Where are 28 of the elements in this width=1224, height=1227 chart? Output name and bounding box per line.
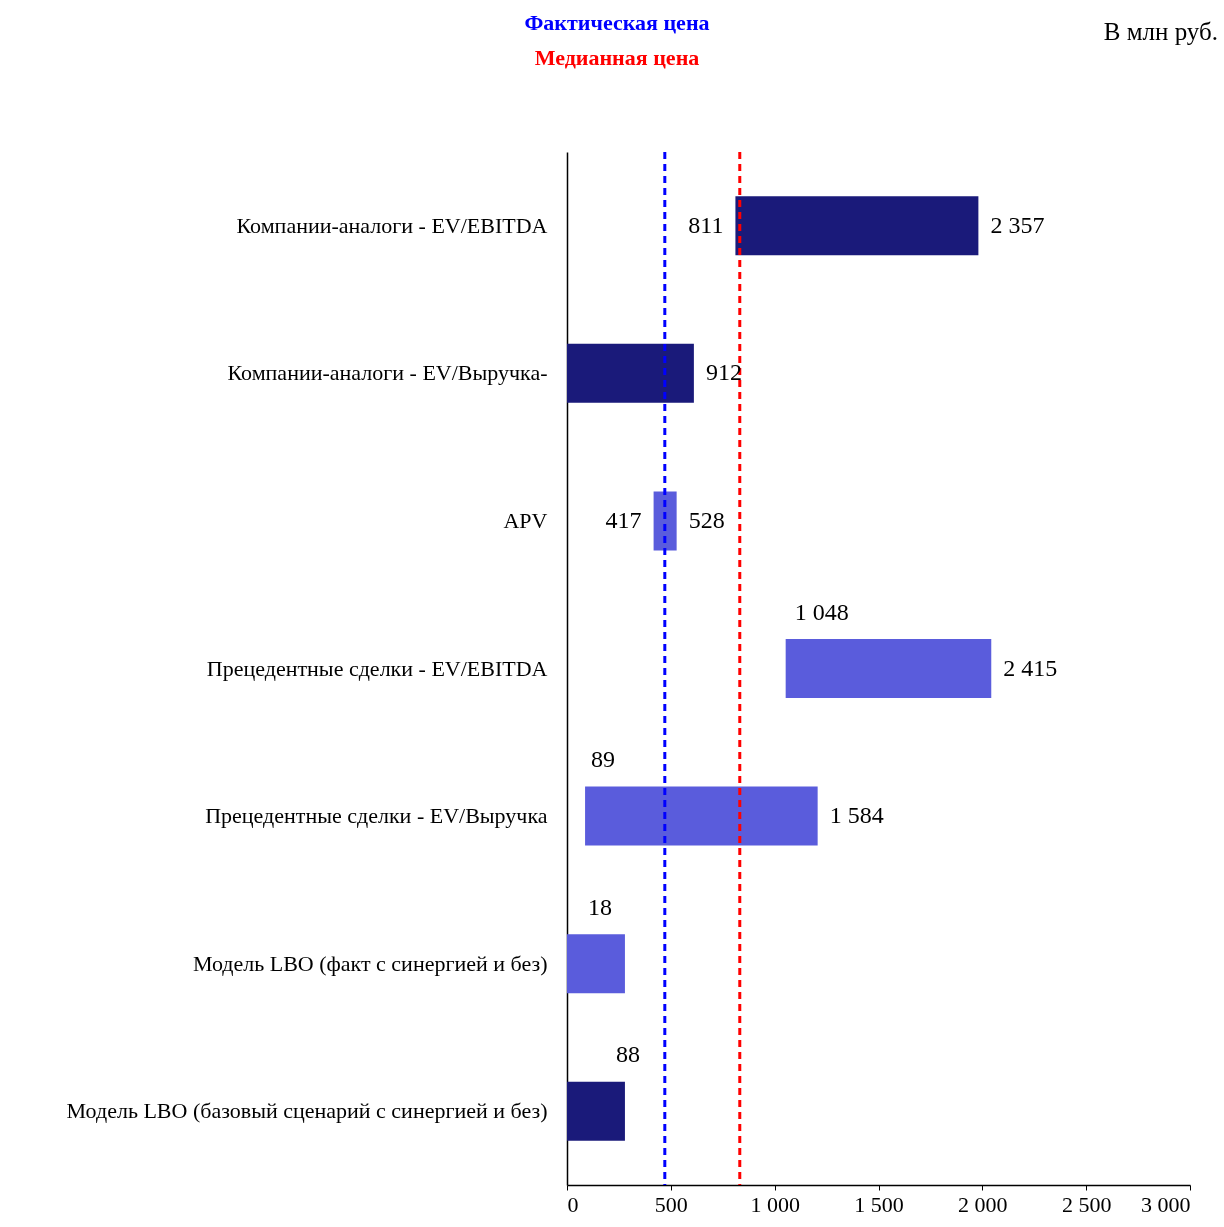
annotation: 88 — [615, 1041, 640, 1068]
annotation: 2 357 — [990, 211, 1045, 238]
y-tick-label: Прецедентные сделки - EV/Выручка — [205, 803, 548, 829]
x-tick-label: 2 500 — [1061, 1191, 1112, 1217]
y-tick-label: Прецедентные сделки - EV/EBITDA — [206, 655, 548, 681]
annotation: 1 584 — [829, 802, 884, 829]
y-tick-label: Модель LBO (факт с синергией и без) — [192, 950, 548, 976]
ref-line-label: Медианная цена — [534, 45, 700, 71]
x-tick-label: 500 — [654, 1191, 688, 1217]
annotation: 18 — [588, 893, 612, 920]
y-tick-label: Компании-аналоги - EV/EBITDA — [236, 212, 548, 238]
annotation: 811 — [688, 211, 724, 238]
annotation: 89 — [591, 746, 616, 773]
text: В млн руб. — [1103, 18, 1218, 46]
x-tick-label: 1 000 — [750, 1191, 800, 1217]
annotation: 912 — [705, 359, 742, 386]
ref-line-label: Фактическая цена — [524, 10, 710, 36]
x-tick-label: 2 000 — [958, 1191, 1008, 1217]
annotation: 528 — [688, 506, 725, 533]
x-tick-label: 0 — [567, 1191, 579, 1217]
y-tick-label: APV — [503, 507, 548, 533]
y-tick-label: Модель LBO (базовый сценарий с синергией и без) — [66, 1098, 548, 1124]
x-tick-label: 3 000 — [1141, 1191, 1191, 1217]
annotation: 1 048 — [794, 598, 849, 625]
annotation: 2 415 — [1003, 654, 1058, 681]
y-tick-label: Компании-аналоги - EV/Выручка- — [227, 360, 548, 386]
annotation: 417 — [605, 506, 642, 533]
x-tick-label: 1 500 — [854, 1191, 904, 1217]
